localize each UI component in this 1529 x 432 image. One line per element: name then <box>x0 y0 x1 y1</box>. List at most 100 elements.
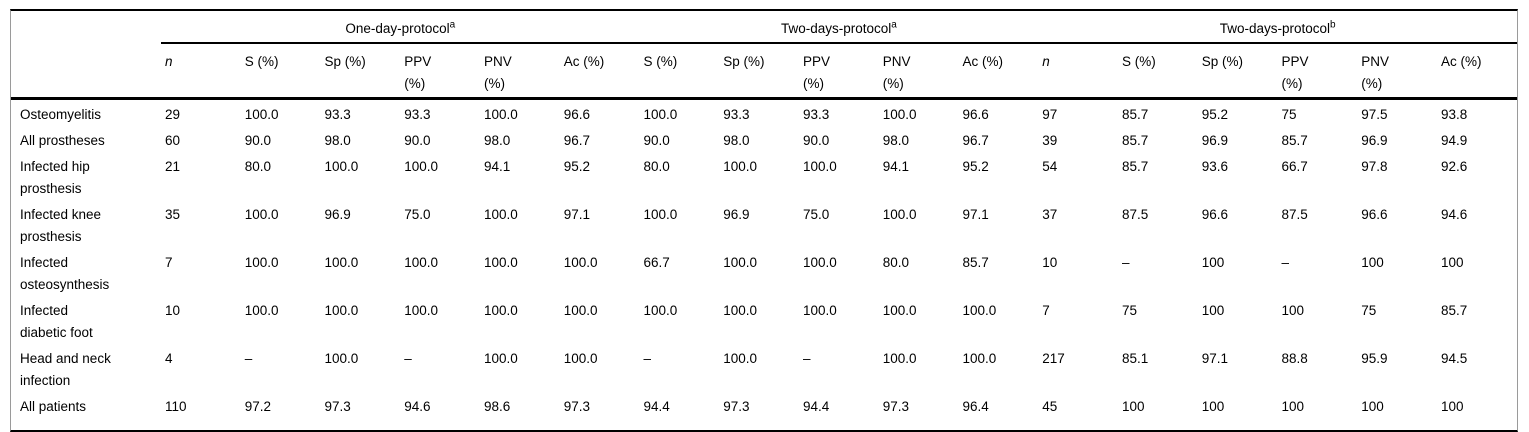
table-cell: – <box>643 351 652 366</box>
table-row: All patients 110 97.2 97.3 94.6 98.6 97.3 94.4 9… <box>11 394 1517 430</box>
corner-cell <box>11 43 161 100</box>
column-header-n-1: n <box>161 43 241 100</box>
table-cell: 97.3 <box>882 399 910 414</box>
row-label: Infected knee prosthesis <box>20 207 102 244</box>
table-cell: 80.0 <box>882 255 910 270</box>
table-cell: 21 <box>165 159 181 174</box>
table-cell: 100.0 <box>962 351 997 366</box>
table-cell: 85.7 <box>1281 133 1308 148</box>
table-cell: 37 <box>1042 207 1058 222</box>
table-cell: 100.0 <box>882 351 917 366</box>
table-cell: 100.0 <box>484 303 518 318</box>
table-cell: 100.0 <box>324 303 359 318</box>
table-cell: 85.7 <box>962 255 989 270</box>
table-cell: 100 <box>1201 399 1225 414</box>
table-cell: 96.9 <box>723 207 750 222</box>
table-cell: 66.7 <box>643 255 670 270</box>
table-cell: 10 <box>165 303 181 318</box>
column-header-sp-2: Sp (%) <box>719 43 799 100</box>
table-cell: 90.0 <box>643 133 670 148</box>
table-cell: 100.0 <box>324 159 359 174</box>
table-cell: 80.0 <box>643 159 670 174</box>
table-cell: 96.9 <box>324 207 351 222</box>
table-cell: 98.6 <box>484 399 511 414</box>
table-row: Head and neck infection 4 – 100.0 – 100.0 100.… <box>11 346 1517 394</box>
table-cell: 100 <box>1122 399 1145 414</box>
table-cell: 75.0 <box>803 207 830 222</box>
table-cell: 75 <box>1122 303 1138 318</box>
column-header-ppv-1: PPV (%) <box>400 43 480 100</box>
table-cell: 100.0 <box>484 351 518 366</box>
table-cell: 100 <box>1441 255 1464 270</box>
row-label: All prostheses <box>20 133 105 148</box>
group-label: Two-days-protocol <box>1219 21 1330 36</box>
table-cell: 97 <box>1042 107 1058 122</box>
group-header-one-day-protocol: One-day-protocola <box>161 11 640 44</box>
table-cell: 100.0 <box>484 107 518 122</box>
table-cell: 95.2 <box>563 159 591 174</box>
table-cell: 85.7 <box>1441 303 1468 318</box>
table-cell: 100.0 <box>882 303 917 318</box>
table-cell: 100.0 <box>723 303 758 318</box>
table-cell: 90.0 <box>244 133 272 148</box>
table-cell: 96.7 <box>563 133 591 148</box>
column-header-ac-1: Ac (%) <box>559 43 640 100</box>
table-cell: 93.3 <box>404 107 431 122</box>
table-cell: 98.0 <box>882 133 910 148</box>
group-header-two-days-protocol-a: Two-days-protocola <box>639 11 1039 44</box>
table-cell: 75 <box>1281 107 1297 122</box>
table-cell: – <box>1281 255 1290 270</box>
table-cell: 100.0 <box>643 107 678 122</box>
group-footnote-marker: a <box>891 19 897 31</box>
table-cell: 100.0 <box>244 207 279 222</box>
table-cell: – <box>1122 255 1130 270</box>
table-cell: 87.5 <box>1122 207 1149 222</box>
column-header-s-3: S (%) <box>1118 43 1198 100</box>
table-cell: 85.1 <box>1122 351 1149 366</box>
table-cell: 100.0 <box>643 207 678 222</box>
table-cell: 100.0 <box>882 107 917 122</box>
column-header-row: n S (%) Sp (%) PPV (%) PNV (%) Ac (%) S … <box>11 43 1517 100</box>
group-label: Two-days-protocol <box>780 21 892 36</box>
group-label: One-day-protocol <box>345 21 450 36</box>
table-cell: 98.0 <box>484 133 511 148</box>
column-header-ppv-2: PPV (%) <box>799 43 879 100</box>
table-cell: 100.0 <box>563 255 598 270</box>
table-cell: 80.0 <box>244 159 272 174</box>
table-row: Infected hip prosthesis 21 80.0 100.0 100.0 9… <box>11 154 1517 202</box>
table-cell: 85.7 <box>1122 133 1149 148</box>
group-header-two-days-protocol-b: Two-days-protocolb <box>1038 11 1517 44</box>
table-cell: 45 <box>1042 399 1058 414</box>
table-cell: 100.0 <box>484 207 518 222</box>
table-cell: 96.6 <box>1201 207 1229 222</box>
table-cell: 100.0 <box>803 159 837 174</box>
column-header-sp-3: Sp (%) <box>1197 43 1278 100</box>
row-label: Infected osteosynthesis <box>20 255 110 292</box>
table-cell: 94.1 <box>882 159 910 174</box>
table-row: Infected osteosynthesis 7 100.0 100.0 100.0 1… <box>11 250 1517 298</box>
table-cell: 7 <box>165 255 173 270</box>
table-cell: 100 <box>1281 399 1305 414</box>
results-table-container: One-day-protocola Two-days-protocola Two… <box>10 9 1518 432</box>
table-cell: 54 <box>1042 159 1058 174</box>
table-cell: 97.2 <box>244 399 272 414</box>
row-label: Osteomyelitis <box>20 107 102 122</box>
table-cell: 100.0 <box>882 207 917 222</box>
table-cell: 98.0 <box>723 133 750 148</box>
table-cell: 217 <box>1042 351 1065 366</box>
table-cell: 92.6 <box>1441 159 1468 174</box>
table-cell: 100 <box>1441 399 1464 414</box>
table-cell: 97.5 <box>1361 107 1388 122</box>
table-cell: 100.0 <box>563 351 598 366</box>
table-cell: 96.9 <box>1361 133 1388 148</box>
table-cell: 100.0 <box>324 351 359 366</box>
table-cell: 94.5 <box>1441 351 1468 366</box>
column-header-s-2: S (%) <box>639 43 720 100</box>
table-cell: 90.0 <box>404 133 431 148</box>
table-cell: 100.0 <box>723 159 758 174</box>
table-cell: 93.3 <box>324 107 351 122</box>
table-cell: 98.0 <box>324 133 351 148</box>
table-cell: 100 <box>1361 255 1384 270</box>
table-cell: 97.3 <box>723 399 750 414</box>
table-cell: 96.6 <box>962 107 989 122</box>
